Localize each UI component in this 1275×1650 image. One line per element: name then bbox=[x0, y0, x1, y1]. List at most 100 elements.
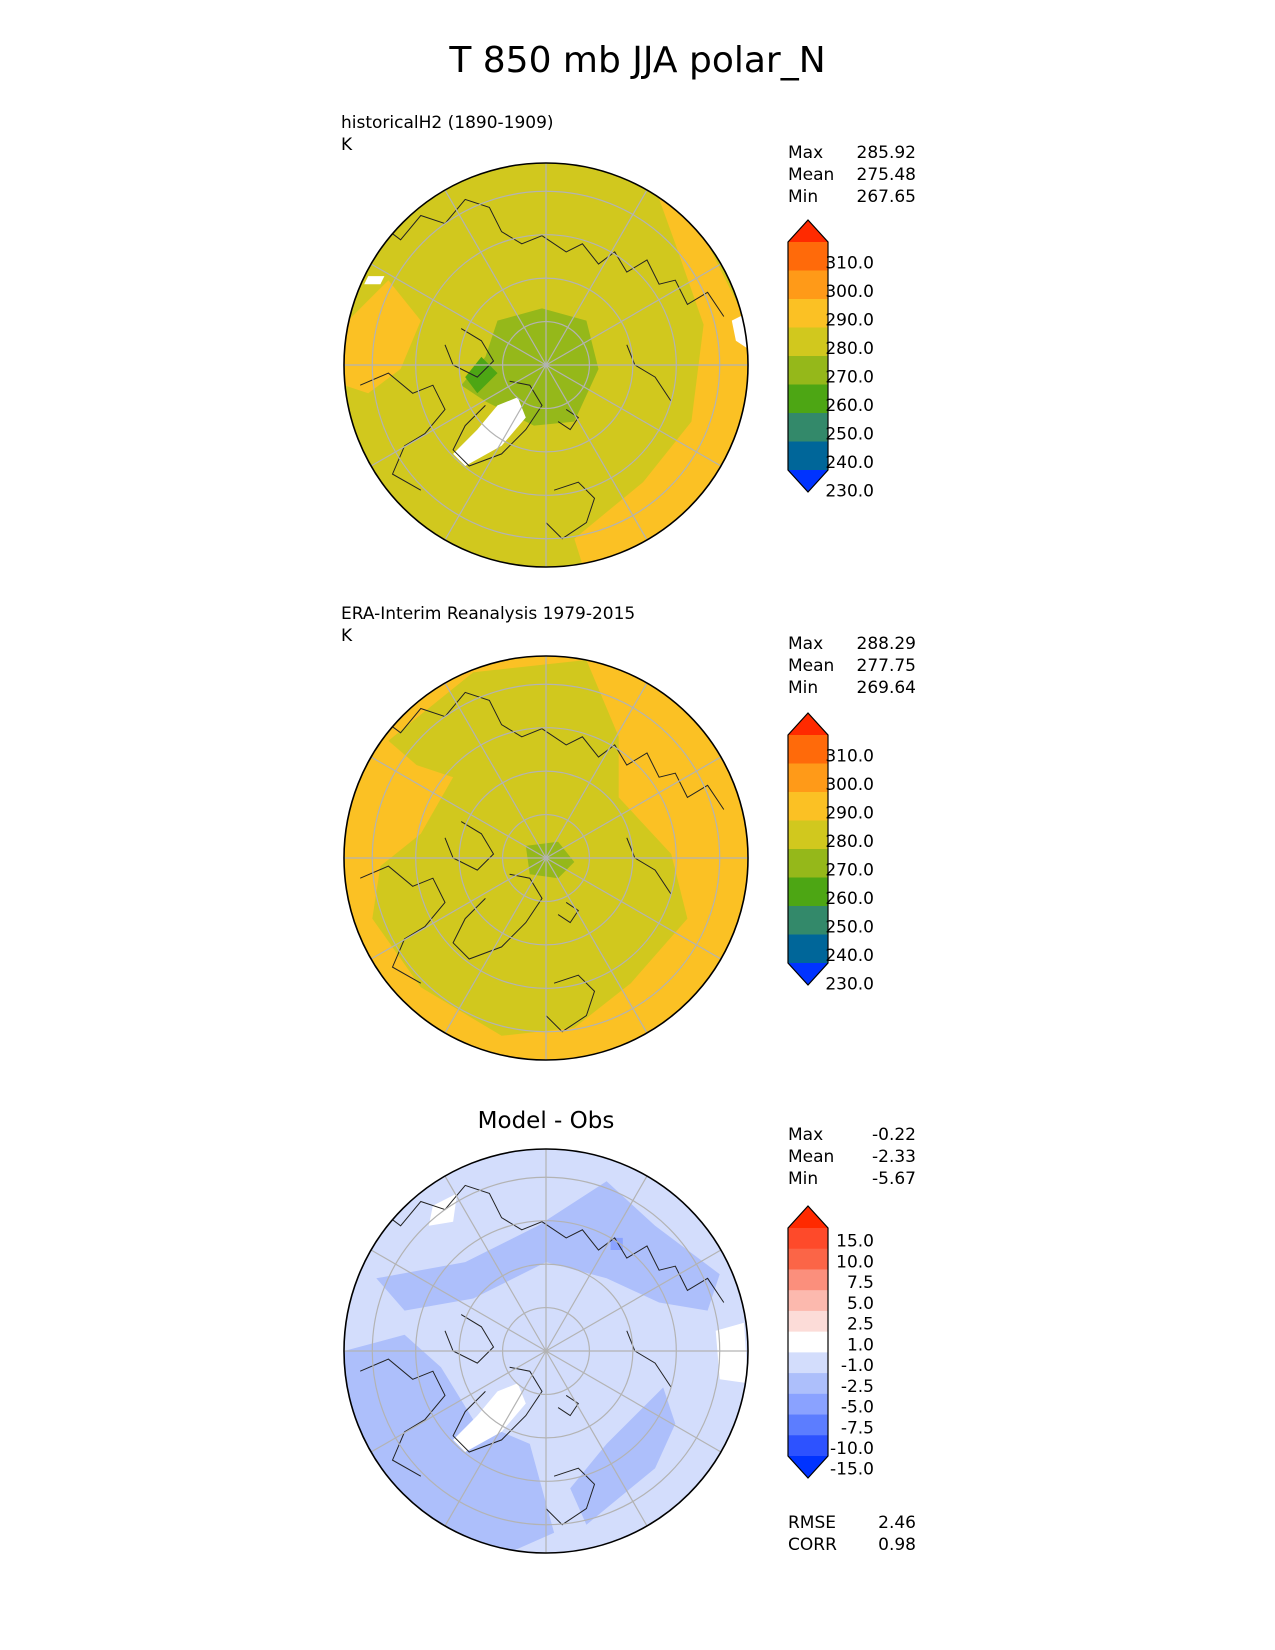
colorbar-band bbox=[788, 792, 828, 821]
colorbar-band bbox=[788, 1435, 828, 1457]
colorbar-outline bbox=[787, 1205, 829, 1479]
colorbar-tick-label: 7.5 bbox=[847, 1273, 874, 1293]
colorbar-tick-label: 290.0 bbox=[825, 311, 874, 331]
colorbar-tick-label: 250.0 bbox=[825, 918, 874, 938]
obs-panel-units: K bbox=[341, 626, 353, 646]
meridian-line bbox=[370, 857, 547, 960]
coastline bbox=[452, 380, 543, 467]
colorbar-tick-label: 10.0 bbox=[836, 1252, 874, 1272]
colorbar-tick-label: 310.0 bbox=[825, 254, 874, 274]
stat-label: Min bbox=[788, 678, 819, 698]
metric-value: 2.46 bbox=[878, 1513, 916, 1533]
meridian-line bbox=[545, 1350, 722, 1453]
meridian-line bbox=[444, 682, 547, 859]
stat-value: 285.92 bbox=[856, 143, 916, 163]
colorbar-band bbox=[788, 270, 828, 300]
colorbar-tick-label: 300.0 bbox=[825, 775, 874, 795]
diff-field-neg2.5-to-neg5 bbox=[376, 1181, 720, 1311]
colorbar-tick-label: 290.0 bbox=[825, 804, 874, 824]
figure-title: T 850 mb JJA polar_N bbox=[449, 40, 826, 81]
colorbar-tick-label: 260.0 bbox=[825, 396, 874, 416]
colorbar-extend-min bbox=[788, 1456, 828, 1478]
colorbar-extend-max bbox=[788, 220, 828, 242]
colorbar-band bbox=[788, 849, 828, 878]
stat-label: Min bbox=[788, 187, 819, 207]
coastline bbox=[363, 198, 725, 317]
colorbar-tick-label: 270.0 bbox=[825, 861, 874, 881]
colorbar-tick-label: 270.0 bbox=[825, 368, 874, 388]
metric-label: CORR bbox=[788, 1535, 837, 1555]
coastline bbox=[557, 901, 579, 924]
colorbar-tick-label: 240.0 bbox=[825, 453, 874, 473]
colorbar-band bbox=[788, 1352, 828, 1374]
coastline bbox=[545, 974, 596, 1033]
stat-value: -2.33 bbox=[872, 1147, 916, 1167]
map-boundary bbox=[343, 1148, 749, 1554]
coastline bbox=[452, 1366, 543, 1453]
colorbar-extend-max bbox=[788, 713, 828, 735]
obs-stats: Max 288.29 Mean 277.75 Min 269.64 bbox=[788, 633, 916, 699]
colorbar-tick-label: -1.0 bbox=[841, 1356, 874, 1376]
stat-value: -5.67 bbox=[872, 1169, 916, 1189]
colorbar-band bbox=[788, 820, 828, 850]
metric-row: CORR 0.98 bbox=[788, 1534, 916, 1556]
coastline bbox=[360, 865, 446, 984]
colorbar-tick-label: -2.5 bbox=[841, 1377, 874, 1397]
stat-label: Mean bbox=[788, 165, 835, 185]
colorbar-band bbox=[788, 906, 828, 935]
coastline bbox=[626, 837, 672, 895]
coastline bbox=[360, 372, 446, 491]
stat-row: Min 269.64 bbox=[788, 677, 916, 699]
colorbar-extend-min bbox=[788, 470, 828, 492]
stat-row: Max 285.92 bbox=[788, 142, 916, 164]
colorbar-tick-label: 260.0 bbox=[825, 889, 874, 909]
colorbar-band bbox=[788, 1310, 828, 1333]
model-stats: Max 285.92 Mean 275.48 Min 267.65 bbox=[788, 142, 916, 208]
stat-value: 275.48 bbox=[856, 165, 916, 185]
stat-value: 277.75 bbox=[856, 656, 916, 676]
field-250-260 bbox=[465, 356, 498, 394]
obs-panel-name: ERA-Interim Reanalysis 1979-2015 bbox=[341, 604, 636, 624]
colorbar-tick-label: 2.5 bbox=[847, 1315, 874, 1335]
meridian-line bbox=[444, 189, 547, 366]
colorbar-tick-label: 310.0 bbox=[825, 747, 874, 767]
stat-value: 288.29 bbox=[856, 634, 916, 654]
colorbar-band bbox=[788, 413, 828, 442]
map-boundary bbox=[343, 655, 749, 1061]
diff-polar-map bbox=[343, 1148, 749, 1554]
coastline bbox=[626, 344, 672, 402]
meridian-line bbox=[545, 364, 648, 541]
meridian-line bbox=[370, 756, 547, 859]
stat-row: Mean -2.33 bbox=[788, 1146, 916, 1168]
colorbar-tick-label: 5.0 bbox=[847, 1294, 874, 1314]
meridian-line bbox=[444, 1175, 547, 1352]
colorbar-band bbox=[788, 735, 828, 764]
colorbar-band bbox=[788, 763, 828, 793]
colorbar-tick-label: 240.0 bbox=[825, 946, 874, 966]
colorbar-band bbox=[788, 1373, 828, 1395]
colorbar-tick-label: 300.0 bbox=[825, 282, 874, 302]
colorbar-band bbox=[788, 441, 828, 471]
stat-row: Mean 275.48 bbox=[788, 164, 916, 186]
meridian-line bbox=[545, 1350, 648, 1527]
colorbar-band bbox=[788, 384, 828, 414]
colorbar-tick-label: -10.0 bbox=[830, 1439, 874, 1459]
metric-row: RMSE 2.46 bbox=[788, 1512, 916, 1534]
meridian-line bbox=[444, 364, 547, 541]
obs-colorbar: 310.0 300.0 290.0 280.0 270.0 260.0 250.0 240.0… bbox=[787, 712, 874, 995]
stat-row: Max 288.29 bbox=[788, 633, 916, 655]
stat-row: Min 267.65 bbox=[788, 186, 916, 208]
missing-data bbox=[364, 276, 385, 285]
coastline bbox=[557, 408, 579, 431]
coastline bbox=[545, 481, 596, 540]
colorbar-extend-max bbox=[788, 1206, 828, 1228]
colorbar-extend-min bbox=[788, 963, 828, 985]
meridian-line bbox=[545, 1175, 648, 1352]
colorbar-band bbox=[788, 327, 828, 357]
colorbar-tick-label: 280.0 bbox=[825, 339, 874, 359]
model-colorbar: 310.0 300.0 290.0 280.0 270.0 260.0 250.0 240.0… bbox=[787, 219, 874, 502]
colorbar-tick-label: 230.0 bbox=[825, 482, 874, 502]
obs-polar-map bbox=[343, 655, 749, 1061]
stat-row: Mean 277.75 bbox=[788, 655, 916, 677]
stat-row: Min -5.67 bbox=[788, 1168, 916, 1190]
